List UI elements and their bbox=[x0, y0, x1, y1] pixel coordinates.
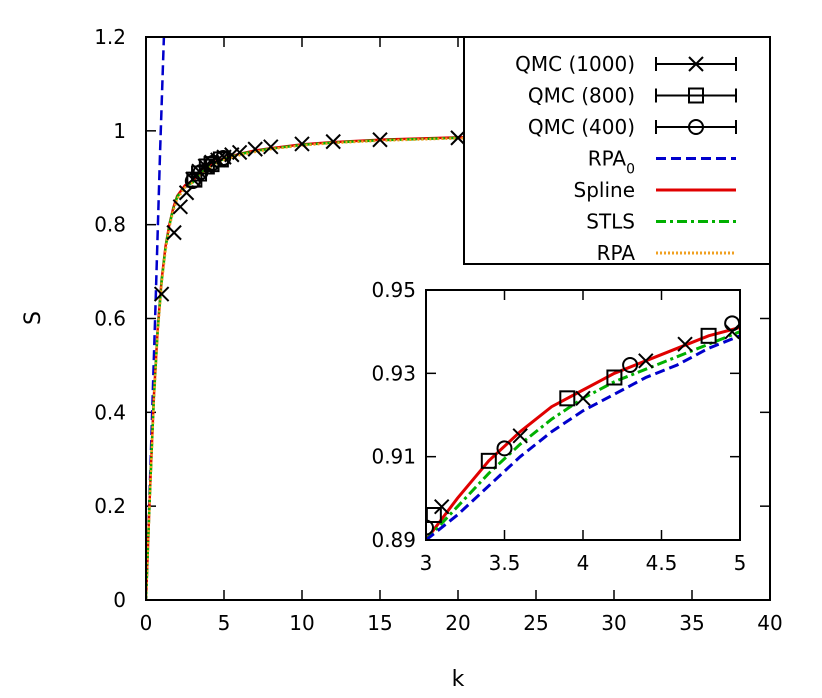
legend-entry-spline-4-label: Spline bbox=[574, 178, 635, 202]
inset-y-tick-label: 0.93 bbox=[371, 361, 416, 385]
main-x-tick-label: 20 bbox=[445, 611, 470, 635]
legend-entry-qmc-1000-0-label: QMC (1000) bbox=[515, 52, 635, 76]
inset-point-qmc-800 bbox=[559, 390, 576, 407]
inset-series-spline bbox=[426, 326, 740, 540]
main-point-qmc-1000 bbox=[263, 139, 279, 155]
inset-point-qmc-1000-b bbox=[724, 323, 740, 340]
inset-y-tick-label: 0.91 bbox=[371, 445, 416, 469]
main-point-qmc-1000 bbox=[166, 224, 182, 241]
main-point-qmc-1000-b bbox=[263, 139, 279, 155]
legend-entry-qmc-400-2-marker bbox=[688, 119, 704, 135]
inset-point-qmc-400 bbox=[622, 357, 639, 373]
inset-point-qmc-1000-b bbox=[512, 428, 528, 444]
main-y-tick-label: 1.2 bbox=[94, 25, 126, 49]
main-point-qmc-1000-b bbox=[325, 133, 341, 150]
main-y-tick-label: 0.8 bbox=[94, 213, 126, 237]
main-x-tick-label: 0 bbox=[140, 611, 153, 635]
legend: QMC (1000)QMC (800)QMC (400)RPA0SplineST… bbox=[463, 36, 771, 265]
legend-entry-qmc-1000-0-marker bbox=[688, 56, 704, 72]
inset-y-tick-label: 0.89 bbox=[371, 528, 416, 552]
main-y-tick-label: 0.2 bbox=[94, 494, 126, 518]
main-point-qmc-1000-b bbox=[450, 130, 466, 146]
legend-entry-qmc-1000-0-marker-b bbox=[688, 56, 704, 72]
inset-point-qmc-1000 bbox=[575, 390, 591, 407]
inset-x-tick-label: 4 bbox=[577, 551, 590, 575]
main-x-tick-label: 35 bbox=[679, 611, 704, 635]
main-point-qmc-1000 bbox=[372, 132, 388, 148]
main-y-tick-label: 1 bbox=[113, 119, 126, 143]
x-axis-label: k bbox=[452, 667, 465, 692]
inset-y-tick-label: 0.95 bbox=[371, 278, 416, 302]
main-point-qmc-400 bbox=[192, 164, 209, 181]
legend-entry-qmc-800-1-marker bbox=[688, 87, 704, 104]
main-point-qmc-1000 bbox=[247, 141, 263, 157]
main-point-qmc-1000 bbox=[325, 133, 341, 150]
main-point-qmc-1000 bbox=[450, 130, 466, 146]
y-axis-label: S bbox=[21, 311, 46, 325]
main-point-qmc-1000-b bbox=[294, 136, 310, 152]
legend-box bbox=[463, 36, 771, 265]
inset-point-qmc-1000 bbox=[638, 353, 654, 369]
inset-point-qmc-1000-b bbox=[677, 336, 693, 352]
inset-x-tick-label: 4.5 bbox=[646, 551, 678, 575]
inset-point-qmc-1000-b bbox=[638, 353, 654, 369]
inset-x-tick-label: 5 bbox=[734, 551, 747, 575]
inset-x-tick-label: 3.5 bbox=[489, 551, 521, 575]
legend-entry-qmc-800-1-label: QMC (800) bbox=[528, 84, 635, 108]
main-point-qmc-400 bbox=[184, 173, 201, 190]
inset-point-qmc-400 bbox=[496, 440, 513, 457]
main-frame bbox=[145, 36, 771, 601]
legend-entry-rpa-6-label: RPA bbox=[597, 241, 636, 265]
main-point-qmc-1000 bbox=[294, 136, 310, 152]
main-x-tick-label: 40 bbox=[757, 611, 782, 635]
main-y-tick-label: 0.6 bbox=[94, 307, 126, 331]
inset-point-qmc-1000 bbox=[433, 498, 450, 515]
main-point-qmc-1000-b bbox=[231, 144, 248, 161]
inset-point-qmc-400 bbox=[426, 519, 434, 536]
inset-point-qmc-800 bbox=[480, 452, 497, 469]
main-point-qmc-1000 bbox=[231, 144, 248, 161]
main-y-tick-label: 0.4 bbox=[94, 400, 126, 424]
inset-point-qmc-800 bbox=[700, 327, 717, 344]
main-x-tick-label: 30 bbox=[601, 611, 626, 635]
main-point-qmc-400 bbox=[205, 154, 222, 171]
inset-point-qmc-1000 bbox=[512, 428, 528, 444]
inset-background bbox=[426, 290, 740, 540]
inset-x-tick-label: 3 bbox=[420, 551, 433, 575]
inset-plot: 3 3.5 4 4.5 5 0.89 0.91 0.93 0.95 bbox=[371, 278, 746, 575]
main-point-qmc-1000-b bbox=[172, 199, 189, 215]
inset-frame bbox=[425, 289, 741, 541]
main-point-qmc-400 bbox=[215, 150, 232, 167]
legend-entry-qmc-400-2-label: QMC (400) bbox=[528, 115, 635, 139]
main-x-tick-label: 5 bbox=[218, 611, 231, 635]
inset-point-qmc-1000 bbox=[677, 336, 693, 352]
main-point-qmc-1000 bbox=[172, 199, 189, 215]
main-point-qmc-1000 bbox=[153, 286, 170, 302]
inset-point-qmc-1000-b bbox=[433, 498, 450, 515]
main-point-qmc-1000-b bbox=[153, 286, 170, 302]
main-point-qmc-1000-b bbox=[372, 132, 388, 148]
inset-point-qmc-800 bbox=[606, 369, 623, 386]
main-point-qmc-1000-b bbox=[166, 224, 182, 241]
main-x-tick-label: 15 bbox=[367, 611, 392, 635]
inset-series-rpa bbox=[426, 334, 740, 540]
main-series-rpa bbox=[146, 133, 770, 600]
inset-point-qmc-1000-b bbox=[575, 390, 591, 407]
main-x-tick-label: 25 bbox=[523, 611, 548, 635]
inset-point-qmc-1000 bbox=[724, 323, 740, 340]
main-x-tick-label: 10 bbox=[289, 611, 314, 635]
main-y-tick-label: 0 bbox=[113, 588, 126, 612]
main-point-qmc-1000-b bbox=[247, 141, 263, 157]
legend-entry-stls-5-label: STLS bbox=[586, 210, 635, 234]
